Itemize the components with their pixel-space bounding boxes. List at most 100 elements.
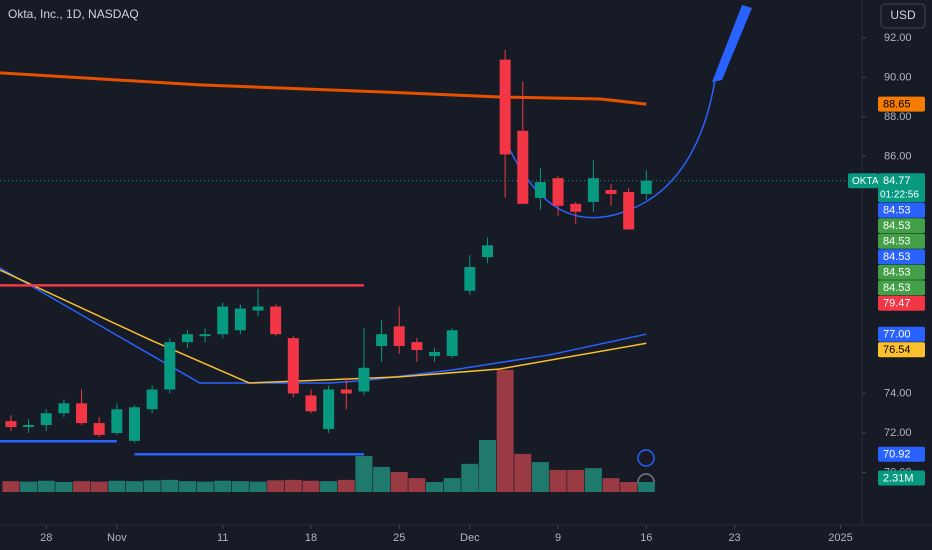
last-price-label: 84.77 [883,175,911,187]
candle-body [23,425,35,428]
price-tag [878,249,925,265]
candle-body [76,403,88,424]
currency-label[interactable]: USD [890,8,916,22]
symbol-label: OKTA [852,176,879,187]
candle-body [481,245,493,258]
volume-bar [320,481,338,492]
currency-button[interactable] [880,3,926,29]
candle-body [517,130,529,204]
volume-bar [408,478,426,492]
volume-bar [478,440,496,492]
volume-bar [125,481,143,492]
volume-bar [143,480,161,492]
price-tag [878,264,925,280]
y-tick-label: 74.00 [884,387,912,399]
price-tag-label: 84.53 [883,220,911,232]
volume-bar [549,469,567,492]
x-tick-label: Dec [460,532,480,544]
volume-bar [602,478,620,492]
price-tag-label: 79.47 [883,298,911,310]
candle-body [199,334,211,337]
volume-bar [249,481,267,492]
y-tick-label: 92.00 [884,32,912,44]
candle-body [164,342,176,390]
volume-bar [267,480,285,492]
volume-bar [443,478,461,492]
x-tick-label: 18 [305,532,317,544]
volume-bar [637,481,655,492]
candle-body [499,59,511,155]
volume-bar [567,469,585,492]
volume-bar [284,479,302,492]
x-tick-label: 25 [393,532,405,544]
price-tag-label: 84.53 [883,236,911,248]
candle-body [146,389,158,410]
candle-body [393,326,405,347]
price-tag-label: 84.53 [883,251,911,263]
volume-bar [161,479,179,492]
candle-body [111,409,123,433]
price-tag [878,295,925,311]
price-tag [878,446,925,462]
candle-body [464,267,476,291]
price-tag-label: 2.31M [883,472,914,484]
candle-body [5,421,17,428]
candle-body [217,306,229,335]
volume-bar [373,466,391,492]
last-price-tag [878,173,925,203]
volume-bar [620,482,638,492]
candle-body [640,180,652,194]
candle-body [587,178,599,202]
volume-bar [584,468,602,492]
symbol-tag [848,173,878,189]
x-tick-label: 9 [555,532,561,544]
volume-bar [531,462,549,492]
price-tag [878,202,925,218]
x-tick-label: 23 [728,532,740,544]
volume-bar [496,369,514,492]
volume-bar [108,480,126,492]
x-tick-label: 2025 [828,532,852,544]
candle-body [234,308,246,331]
candle-body [340,389,352,394]
volume-bar [302,480,320,492]
price-tag [878,470,925,486]
volume-bar [390,472,408,492]
volume-bar [355,456,373,492]
volume-bar [196,481,214,492]
x-tick-label: 11 [217,532,228,544]
candle-body [323,389,335,430]
candle-body [429,351,441,356]
price-tag [878,218,925,234]
x-tick-label: 16 [640,532,652,544]
y-tick-label: 72.00 [884,427,912,439]
price-tag [878,233,925,249]
volume-bar [214,480,232,492]
volume-bar [2,481,20,492]
volume-bar [20,481,38,492]
candle-body [623,191,635,230]
volume-bar [90,481,108,492]
moving-average [0,269,647,384]
volume-bar [514,453,532,492]
candle-body [411,342,423,350]
y-tick-label: 86.00 [884,150,912,162]
price-tag-label: 76.54 [883,344,911,356]
price-tag-label: 88.65 [883,98,911,110]
candle-body [128,407,140,441]
candle-body [40,413,52,426]
price-tag [878,280,925,296]
event-icon[interactable] [637,449,655,467]
price-tag [878,326,925,342]
price-tag-label: 84.53 [883,267,911,279]
candle-body [181,334,193,343]
arrow-drawing [712,5,752,82]
candle-body [534,182,546,198]
countdown-label: 01:22:56 [880,189,919,200]
candle-body [305,395,317,412]
moving-average [0,71,647,106]
candle-body [287,338,299,394]
candle-body [605,190,617,194]
y-tick-label: 90.00 [884,71,912,83]
